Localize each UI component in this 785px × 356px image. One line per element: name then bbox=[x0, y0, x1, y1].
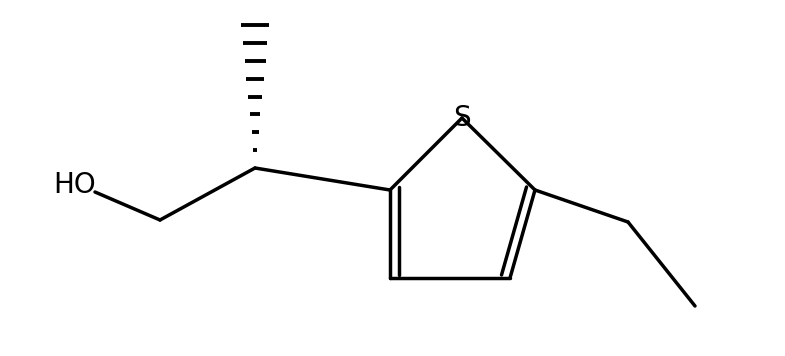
Text: S: S bbox=[453, 104, 471, 132]
Text: HO: HO bbox=[53, 171, 97, 199]
